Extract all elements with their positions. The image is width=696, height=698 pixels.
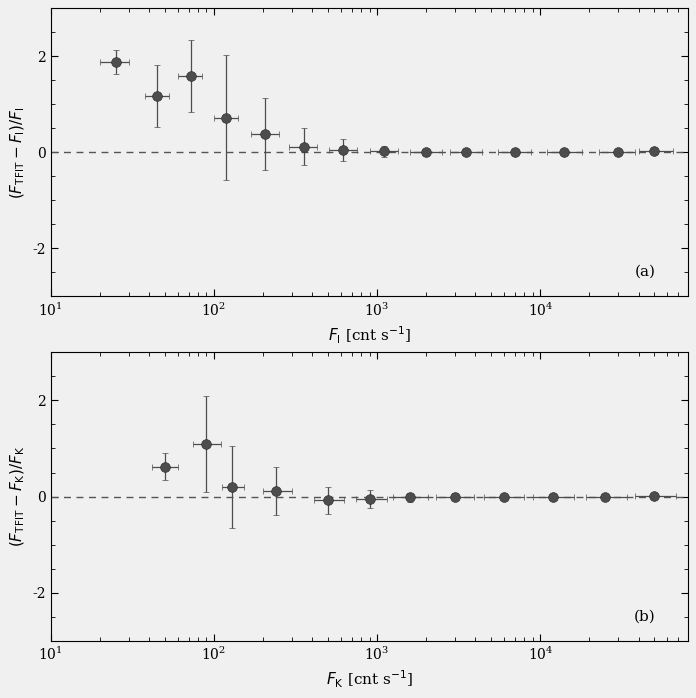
Text: (b): (b) bbox=[634, 609, 656, 623]
Y-axis label: $(F_{\mathrm{TFIT}}-F_{\mathrm{K}})/F_{\mathrm{K}}$: $(F_{\mathrm{TFIT}}-F_{\mathrm{K}})/F_{\… bbox=[8, 446, 26, 547]
X-axis label: $F_{\mathrm{K}}$ [cnt s$^{-1}$]: $F_{\mathrm{K}}$ [cnt s$^{-1}$] bbox=[326, 668, 413, 690]
X-axis label: $F_{\mathrm{I}}$ [cnt s$^{-1}$]: $F_{\mathrm{I}}$ [cnt s$^{-1}$] bbox=[328, 324, 411, 346]
Text: (a): (a) bbox=[635, 265, 656, 279]
Y-axis label: $(F_{\mathrm{TFIT}}-F_{\mathrm{I}})/F_{\mathrm{I}}$: $(F_{\mathrm{TFIT}}-F_{\mathrm{I}})/F_{\… bbox=[8, 106, 26, 199]
